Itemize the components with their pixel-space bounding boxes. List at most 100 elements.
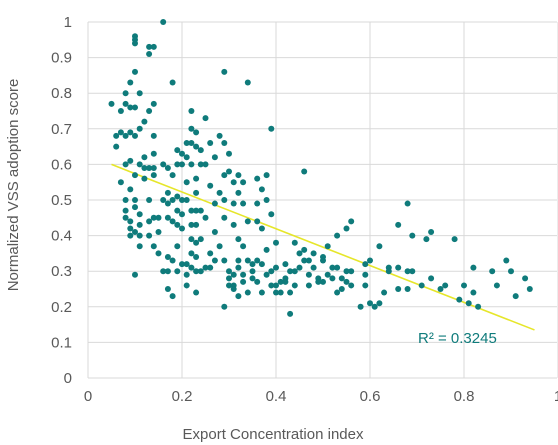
data-point <box>221 172 228 179</box>
data-point <box>188 125 195 132</box>
data-point <box>244 218 251 225</box>
data-point <box>268 125 275 132</box>
x-tick-label: 0.4 <box>266 388 287 405</box>
data-point <box>381 289 388 296</box>
data-point <box>193 239 200 246</box>
x-tick-label: 0.8 <box>454 388 475 405</box>
data-point <box>164 268 171 275</box>
data-point <box>211 229 218 236</box>
data-point <box>132 104 138 111</box>
data-point <box>249 268 256 275</box>
data-point <box>310 250 317 257</box>
data-point <box>188 207 195 214</box>
data-point <box>343 225 350 232</box>
data-point <box>240 200 247 207</box>
data-point <box>263 246 270 253</box>
data-point <box>451 236 458 243</box>
data-point <box>160 197 167 203</box>
x-tick-label: 0 <box>84 388 92 405</box>
trendline-group <box>111 163 535 331</box>
data-point <box>183 271 190 278</box>
data-point <box>320 278 326 285</box>
data-point <box>155 250 162 257</box>
data-point <box>334 264 341 271</box>
data-point <box>221 257 228 264</box>
y-tick-label: 0.5 <box>51 192 72 209</box>
data-point <box>258 186 265 193</box>
data-point <box>235 236 242 243</box>
data-point <box>226 150 232 157</box>
data-point <box>348 268 355 275</box>
data-point <box>226 268 232 275</box>
data-point <box>301 257 308 264</box>
data-point <box>127 218 134 225</box>
data-point <box>343 278 350 285</box>
data-point <box>193 221 200 228</box>
data-point <box>437 286 444 292</box>
data-point <box>127 79 134 86</box>
data-point <box>357 303 364 310</box>
data-point <box>150 164 157 171</box>
data-point <box>179 197 185 203</box>
data-point <box>273 264 279 271</box>
data-point <box>296 250 303 257</box>
data-point <box>122 100 129 107</box>
data-point <box>362 271 369 278</box>
data-point <box>338 275 345 282</box>
data-point <box>127 104 134 111</box>
data-point <box>193 189 200 196</box>
data-point <box>367 300 373 307</box>
data-point <box>258 289 265 296</box>
y-tick-label: 0.8 <box>51 85 72 102</box>
data-point <box>164 214 171 221</box>
data-point <box>141 175 148 182</box>
data-point <box>240 278 247 285</box>
data-point <box>183 140 190 147</box>
data-point <box>155 229 162 236</box>
data-point <box>188 264 195 271</box>
data-point <box>226 282 232 289</box>
data-point <box>136 232 143 239</box>
data-point <box>221 68 228 75</box>
data-point <box>428 229 435 236</box>
data-point <box>179 211 185 218</box>
data-point <box>348 218 355 225</box>
data-point <box>113 143 120 150</box>
data-point <box>188 140 195 147</box>
data-point <box>150 100 157 107</box>
data-point <box>117 179 124 186</box>
data-point <box>493 282 500 289</box>
data-point <box>522 275 529 282</box>
x-axis-title: Export Concentration index <box>183 426 364 443</box>
data-point <box>127 157 134 164</box>
data-point <box>164 164 171 171</box>
data-point <box>226 275 232 282</box>
data-point <box>211 257 218 264</box>
data-point <box>254 200 261 207</box>
data-point <box>305 282 312 289</box>
data-point <box>155 214 162 221</box>
data-point <box>291 268 298 275</box>
data-point <box>183 282 190 289</box>
data-point <box>136 90 143 97</box>
data-point <box>174 221 181 228</box>
data-point <box>174 193 181 200</box>
data-point <box>132 229 138 236</box>
data-point <box>442 282 449 289</box>
data-point <box>146 218 153 225</box>
data-point <box>117 129 124 136</box>
y-tick-label: 0.2 <box>51 299 72 316</box>
data-point <box>508 268 514 275</box>
data-point <box>244 289 251 296</box>
y-tick-label: 0.3 <box>51 263 72 280</box>
data-point <box>376 243 383 250</box>
data-point <box>164 189 171 196</box>
data-point <box>376 300 383 307</box>
data-point <box>188 161 195 168</box>
data-point <box>193 207 200 214</box>
data-point <box>240 243 247 250</box>
data-point <box>136 125 143 132</box>
data-point <box>263 197 270 203</box>
data-point <box>127 186 134 193</box>
data-point <box>338 286 345 292</box>
